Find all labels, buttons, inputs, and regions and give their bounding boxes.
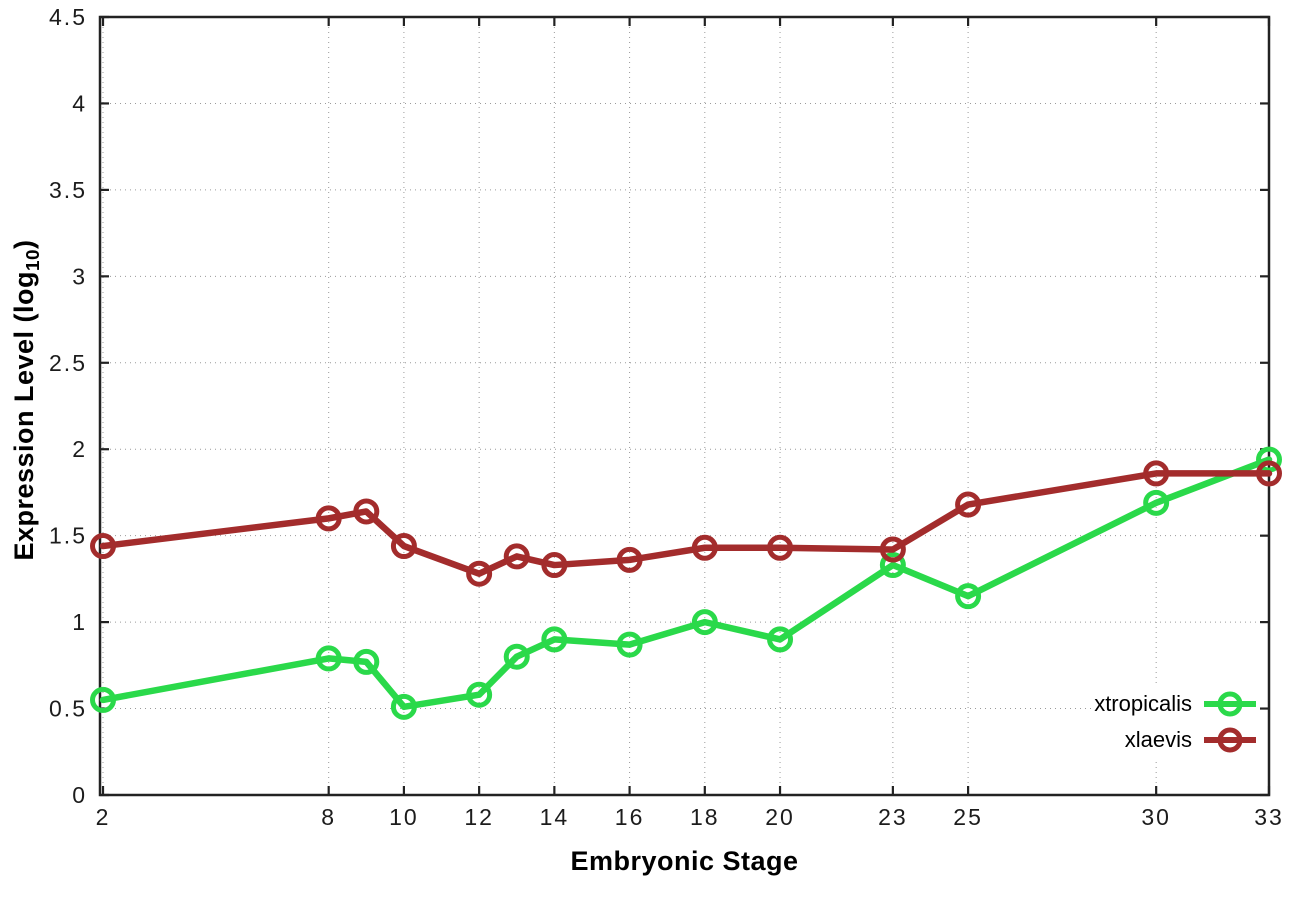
y-tick-label: 0 [72, 782, 87, 808]
series-line-xlaevis [99, 470, 1273, 577]
x-tick-label: 2 [96, 804, 111, 830]
y-axis-title-text: Expression Level (log [8, 270, 39, 561]
y-axis-title-subscript: 10 [23, 248, 45, 271]
series-line-xtropicalis [99, 456, 1273, 711]
x-axis-title: Embryonic Stage [570, 846, 799, 876]
marker-xtropicalis-14 [541, 626, 568, 653]
x-tick-label: 12 [464, 804, 494, 830]
marker-xlaevis-20 [767, 534, 794, 561]
y-axis-title: Expression Level (log10) [9, 239, 45, 560]
marker-xtropicalis-25 [955, 583, 982, 610]
marker-xtropicalis-16 [616, 631, 643, 658]
y-tick-label: 4 [72, 90, 87, 116]
marker-xlaevis-14 [541, 552, 568, 579]
y-tick-label: 3 [72, 263, 87, 289]
marker-xtropicalis-2 [90, 686, 117, 713]
x-tick-label: 18 [690, 804, 720, 830]
marker-xlaevis-30 [1143, 460, 1170, 487]
x-tick-label: 23 [878, 804, 908, 830]
marker-xlaevis-13 [503, 543, 530, 570]
y-tick-label: 1 [72, 609, 87, 635]
y-tick-label: 4.5 [49, 4, 87, 30]
marker-xlaevis-10 [390, 533, 417, 560]
x-tick-label: 20 [765, 804, 795, 830]
marker-xtropicalis-12 [466, 681, 493, 708]
y-tick-label: 2.5 [49, 350, 87, 376]
legend-row-xlaevis: xlaevis [1094, 722, 1258, 758]
x-tick-label: 16 [615, 804, 645, 830]
x-tick-label: 25 [953, 804, 983, 830]
marker-xlaevis-18 [691, 534, 718, 561]
marker-xlaevis-9 [353, 498, 380, 525]
marker-xlaevis-12 [466, 560, 493, 587]
marker-xlaevis-23 [879, 536, 906, 563]
y-axis-title-close: ) [8, 239, 39, 249]
marker-xlaevis-33 [1256, 460, 1282, 487]
marker-xtropicalis-23 [879, 552, 906, 579]
legend-marker-xtropicalis [1204, 691, 1256, 717]
legend-row-xtropicalis: xtropicalis [1094, 686, 1258, 722]
marker-xtropicalis-10 [390, 693, 417, 720]
y-tick-label: 2 [72, 436, 87, 462]
legend-label-xtropicalis: xtropicalis [1094, 691, 1192, 716]
y-tick-label: 3.5 [49, 177, 87, 203]
marker-xtropicalis-13 [503, 643, 530, 670]
marker-xtropicalis-9 [353, 648, 380, 675]
legend-marker-xlaevis [1204, 727, 1256, 753]
marker-xtropicalis-33 [1256, 446, 1282, 473]
marker-xtropicalis-8 [315, 645, 342, 672]
marker-xlaevis-8 [315, 505, 342, 532]
x-tick-label: 14 [540, 804, 570, 830]
marker-xlaevis-2 [90, 533, 117, 560]
plot-border [98, 15, 1271, 797]
marker-xtropicalis-18 [691, 609, 718, 636]
marker-xlaevis-16 [616, 546, 643, 573]
y-tick-label: 1.5 [49, 523, 87, 549]
legend-label-xlaevis: xlaevis [1124, 727, 1192, 752]
x-tick-label: 8 [321, 804, 336, 830]
marker-xlaevis-25 [955, 491, 982, 518]
legend: xtropicalis xlaevis [1094, 686, 1258, 758]
x-tick-label: 30 [1141, 804, 1171, 830]
y-tick-label: 0.5 [49, 696, 87, 722]
marker-xtropicalis-20 [767, 626, 794, 653]
marker-xtropicalis-30 [1143, 489, 1170, 516]
x-tick-label: 33 [1254, 804, 1284, 830]
x-tick-label: 10 [389, 804, 419, 830]
